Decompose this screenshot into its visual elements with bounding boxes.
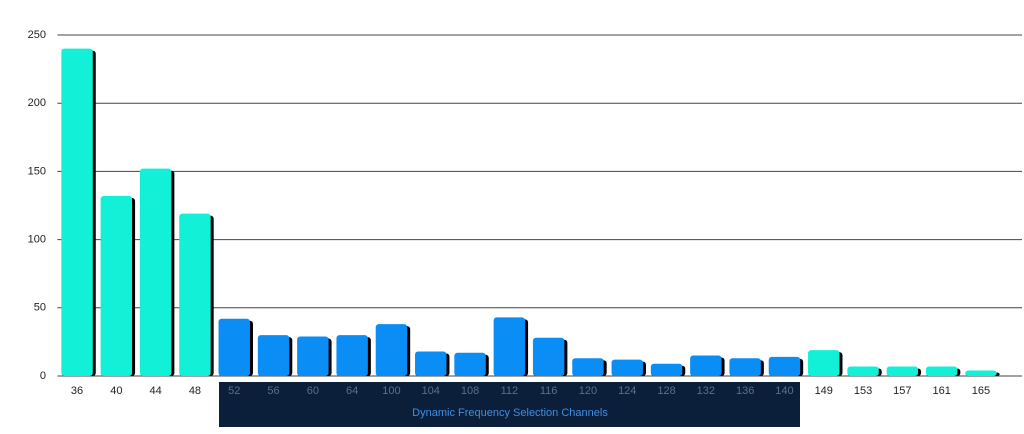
bar (690, 355, 722, 376)
bar (375, 324, 408, 376)
x-tick-label: 112 (501, 385, 519, 397)
x-tick-label: 157 (893, 385, 911, 397)
bar (100, 195, 133, 376)
y-tick-label: 100 (28, 234, 46, 246)
y-tick-label: 250 (28, 29, 46, 41)
bar (493, 317, 526, 376)
bar (179, 213, 211, 376)
x-tick-label: 120 (579, 385, 597, 397)
x-tick-label: 124 (618, 385, 636, 397)
y-tick-label: 150 (28, 165, 46, 177)
x-tick-label: 116 (540, 385, 558, 397)
y-tick-label: 0 (40, 370, 46, 382)
bar (218, 318, 250, 376)
bar (886, 366, 919, 376)
bar (611, 359, 643, 376)
bar (336, 335, 368, 376)
x-tick-label: 136 (736, 385, 754, 397)
y-tick-label: 200 (28, 97, 46, 109)
bar (925, 366, 958, 376)
bar (61, 48, 93, 376)
x-tick-label: 100 (382, 385, 400, 397)
x-tick-label: 36 (71, 385, 83, 397)
bar (808, 350, 840, 376)
x-tick-label: 140 (775, 385, 793, 397)
x-tick-label: 52 (228, 385, 240, 397)
x-tick-label: 132 (697, 385, 715, 397)
annotation: Dynamic Frequency Selection Channels (412, 407, 608, 419)
bar (847, 366, 879, 376)
x-tick-label: 60 (307, 385, 319, 397)
x-tick-label: 153 (854, 385, 872, 397)
x-tick-label: 40 (110, 385, 122, 397)
bar (454, 352, 486, 376)
bar (532, 337, 565, 376)
x-tick-label: 44 (150, 385, 162, 397)
bar (965, 370, 997, 376)
dfs-band (219, 382, 800, 427)
bar (729, 358, 761, 376)
x-tick-label: 108 (461, 385, 479, 397)
x-tick-label: 104 (422, 385, 440, 397)
bar (572, 358, 604, 376)
bar (139, 168, 172, 376)
bar (257, 335, 290, 376)
x-tick-label: 56 (267, 385, 279, 397)
bar (297, 336, 329, 376)
y-tick-label: 50 (34, 302, 46, 314)
x-tick-label: 64 (346, 385, 358, 397)
x-tick-label: 165 (972, 385, 990, 397)
x-tick-label: 128 (657, 385, 675, 397)
x-tick-label: 161 (932, 385, 950, 397)
x-tick-label: 149 (815, 385, 833, 397)
bar (415, 351, 447, 376)
x-tick-label: 48 (189, 385, 201, 397)
bar (650, 363, 683, 376)
bar (768, 356, 801, 376)
